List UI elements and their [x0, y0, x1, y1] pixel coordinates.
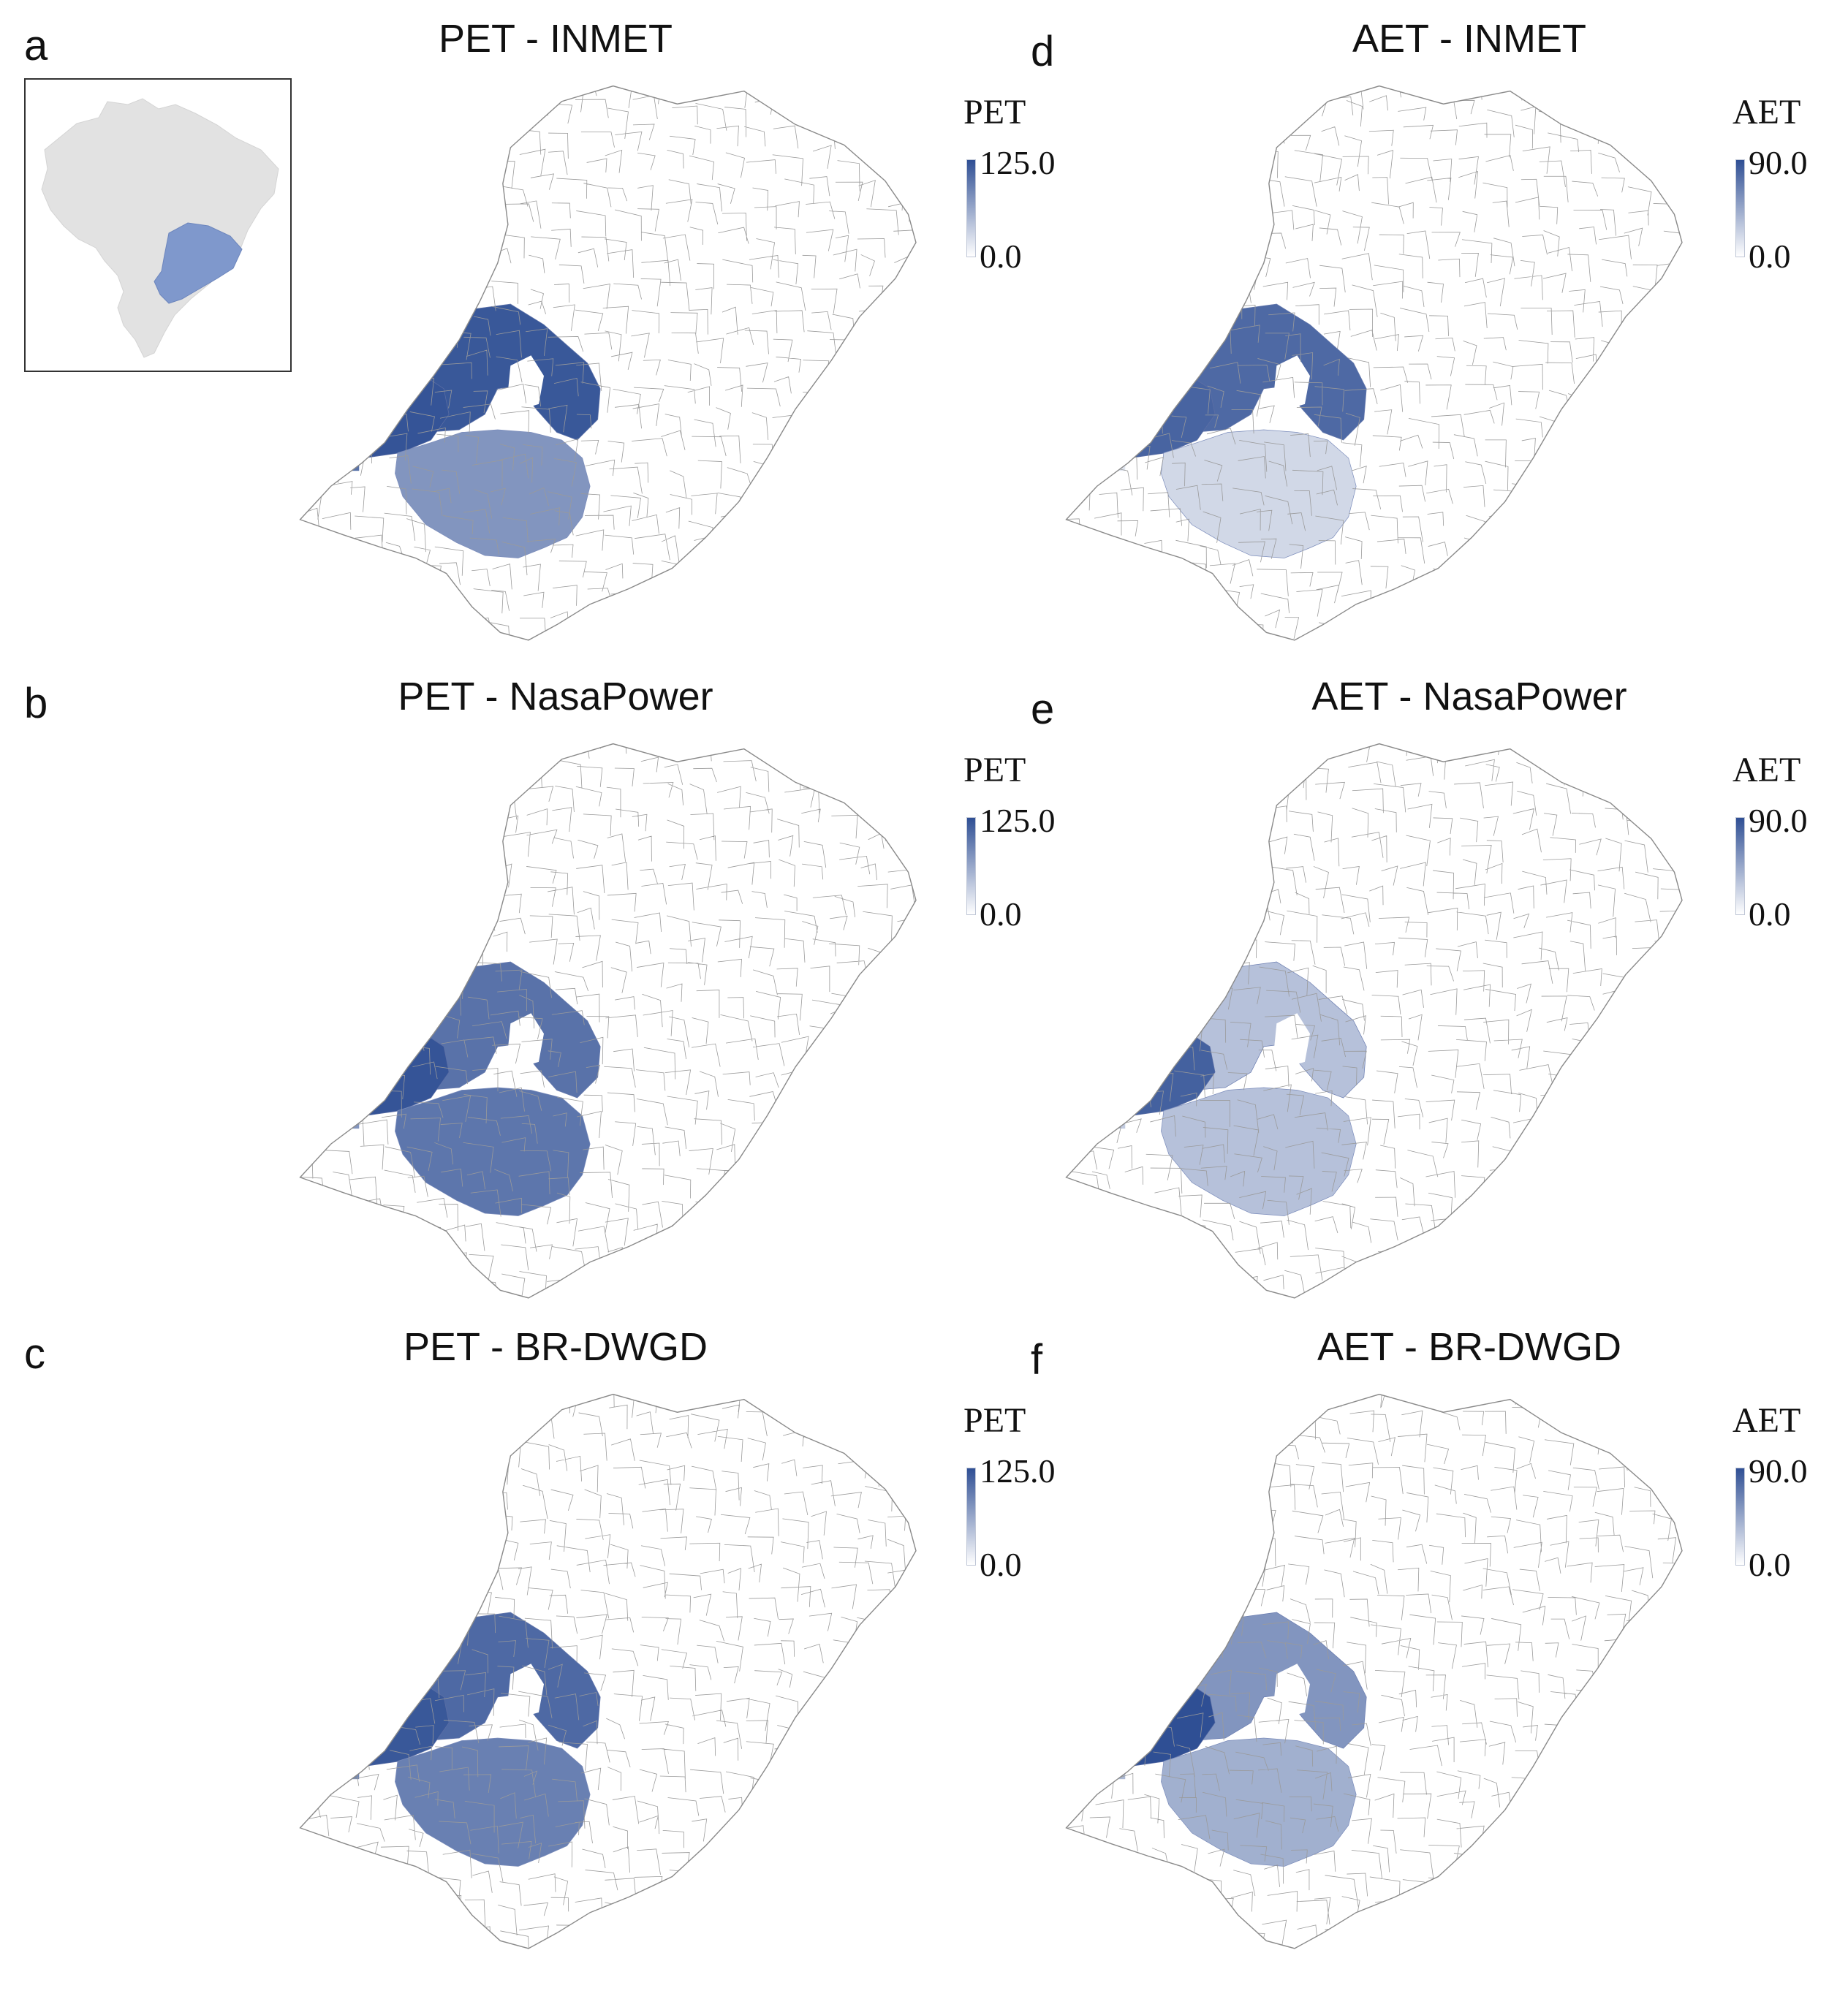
panel-c-map — [299, 1393, 917, 1949]
brazil-inset-map — [24, 78, 292, 372]
panel-f-legend-colorbar — [1735, 1468, 1745, 1566]
panel-c-legend-colorbar — [966, 1468, 976, 1566]
panel-f-map — [1065, 1393, 1683, 1949]
panel-c-letter: c — [24, 1330, 45, 1378]
panel-d-map — [1065, 85, 1683, 641]
panel-a-legend-min: 0.0 — [980, 238, 1022, 275]
panel-a-region-base — [300, 86, 916, 640]
panel-f-state-outline — [1065, 1393, 1683, 1949]
panel-e-title: AET - NasaPower — [1311, 675, 1627, 718]
brazil-inset-svg — [41, 98, 279, 358]
panel-e-legend-title: AET — [1732, 751, 1801, 789]
panel-c-title: PET - BR-DWGD — [404, 1325, 708, 1369]
panel-b-legend-min: 0.0 — [980, 895, 1022, 933]
panel-e-region-base — [1066, 743, 1682, 1298]
panel-f-legend-max: 90.0 — [1749, 1452, 1808, 1490]
panel-d-region-base — [1066, 86, 1682, 640]
panel-d-legend-title: AET — [1732, 93, 1801, 132]
panel-a-unshaded-gap — [507, 355, 544, 409]
panel-a-map — [299, 85, 917, 641]
panel-d-legend-max: 90.0 — [1749, 144, 1808, 181]
panel-b-state-outline — [299, 743, 917, 1299]
panel-e-zone-south — [1161, 1087, 1357, 1216]
panel-b-map — [299, 743, 917, 1299]
panel-a-letter: a — [24, 22, 48, 69]
panel-e-map — [1065, 743, 1683, 1299]
panel-f-title: AET - BR-DWGD — [1317, 1325, 1621, 1369]
panel-f-unshaded-gap — [1273, 1664, 1310, 1718]
panel-b-region-base — [300, 743, 916, 1298]
panel-c-unshaded-gap — [507, 1664, 544, 1718]
panel-b-legend-title: PET — [963, 751, 1026, 789]
panel-c-legend-max: 125.0 — [980, 1452, 1056, 1490]
panel-e-legend-colorbar — [1735, 817, 1745, 915]
panel-a-state-outline — [299, 85, 917, 641]
panel-b-legend-colorbar — [966, 817, 976, 915]
panel-f-legend-min: 0.0 — [1749, 1546, 1791, 1583]
panel-b-legend-max: 125.0 — [980, 802, 1056, 839]
panel-c-legend-min: 0.0 — [980, 1546, 1022, 1583]
panel-d-state-outline — [1065, 85, 1683, 641]
panel-a-legend-max: 125.0 — [980, 144, 1056, 181]
panel-a-title: PET - INMET — [438, 17, 673, 61]
panel-b-title: PET - NasaPower — [398, 675, 713, 718]
panel-e-state-outline — [1065, 743, 1683, 1299]
panel-d-title: AET - INMET — [1352, 17, 1587, 61]
brazil-outline — [41, 98, 279, 358]
panel-a-zone-south — [395, 429, 591, 558]
panel-f-legend-title: AET — [1732, 1401, 1801, 1440]
panel-f-letter: f — [1031, 1336, 1043, 1384]
panel-a-legend-title: PET — [963, 93, 1026, 132]
panel-d-legend-min: 0.0 — [1749, 238, 1791, 275]
panel-d-letter: d — [1031, 28, 1055, 75]
panel-c-state-outline — [299, 1393, 917, 1949]
panel-b-zone-south — [395, 1087, 591, 1216]
panel-b-letter: b — [24, 680, 48, 727]
panel-f-zone-south — [1161, 1737, 1357, 1867]
panel-e-unshaded-gap — [1273, 1013, 1310, 1067]
panel-c-legend-title: PET — [963, 1401, 1026, 1440]
panel-e-legend-max: 90.0 — [1749, 802, 1808, 839]
panel-c-zone-south — [395, 1737, 591, 1867]
panel-d-unshaded-gap — [1273, 355, 1310, 409]
panel-e-legend-min: 0.0 — [1749, 895, 1791, 933]
panel-f-region-base — [1066, 1394, 1682, 1949]
panel-c-region-base — [300, 1394, 916, 1949]
panel-b-unshaded-gap — [507, 1013, 544, 1067]
panel-d-legend-colorbar — [1735, 159, 1745, 257]
panel-a-legend-colorbar — [966, 159, 976, 257]
study-region-highlight — [154, 222, 243, 304]
panel-e-letter: e — [1031, 686, 1055, 733]
